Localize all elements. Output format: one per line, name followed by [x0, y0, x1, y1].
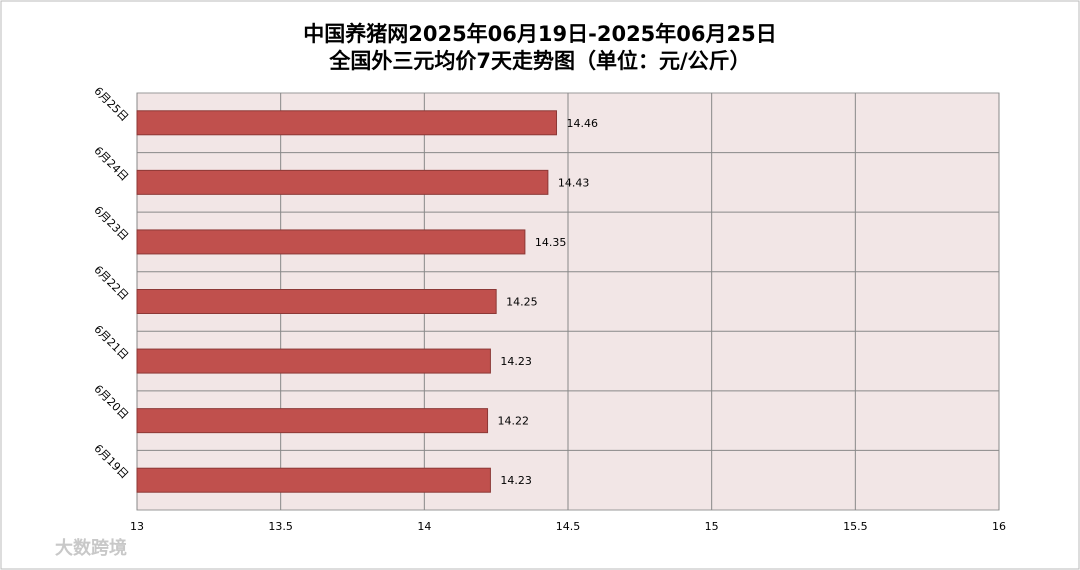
- data-label: 14.35: [535, 236, 567, 249]
- x-tick-label: 14.5: [556, 520, 581, 533]
- data-label: 14.23: [500, 474, 532, 487]
- bar: [136, 110, 558, 136]
- x-tick-label: 15.5: [843, 520, 868, 533]
- chart-title: 中国养猪网2025年06月19日-2025年06月25日: [303, 22, 777, 46]
- data-label: 14.25: [506, 296, 537, 309]
- bar: [136, 467, 491, 493]
- watermark: 大数跨境: [55, 537, 127, 559]
- x-tick-label: 14: [417, 520, 431, 533]
- bar: [136, 169, 549, 195]
- data-label: 14.46: [567, 117, 599, 130]
- x-tick-label: 13.5: [268, 520, 293, 533]
- chart-subtitle: 全国外三元均价7天走势图（单位：元/公斤）: [328, 49, 750, 73]
- bar: [136, 348, 491, 374]
- data-label: 14.23: [500, 355, 532, 368]
- x-tick-label: 15: [705, 520, 719, 533]
- data-label: 14.22: [498, 415, 529, 428]
- bar: [136, 408, 489, 434]
- bar: [136, 289, 497, 314]
- x-tick-label: 13: [130, 520, 144, 533]
- x-tick-label: 16: [992, 520, 1006, 533]
- data-label: 14.43: [558, 176, 590, 189]
- bar: [136, 229, 526, 255]
